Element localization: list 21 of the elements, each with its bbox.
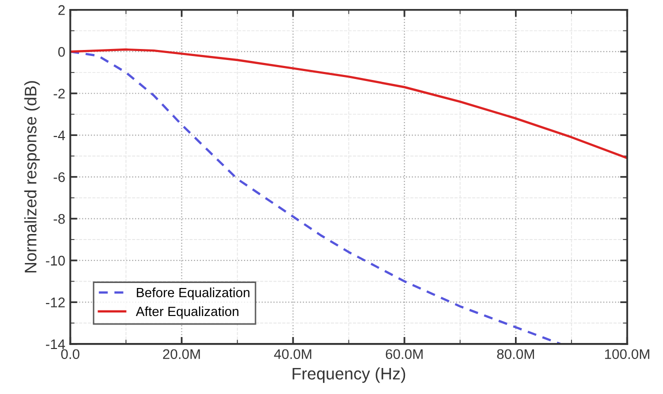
y-tick-label: -8 (54, 214, 65, 224)
x-tick-label: 0.0 (61, 349, 80, 360)
y-tick-label: -10 (46, 256, 65, 266)
y-tick-label: -2 (54, 88, 65, 98)
x-tick-label: 40.0M (274, 349, 312, 360)
legend-label: Before Equalization (136, 288, 250, 300)
y-axis-title: Normalized response (dB) (24, 81, 40, 272)
x-tick-label: 60.0M (386, 349, 423, 360)
y-tick-label: -6 (54, 172, 65, 182)
y-tick-label: -14 (46, 339, 66, 349)
x-tick-label: 20.0M (163, 349, 200, 360)
y-tick-label: -12 (46, 298, 65, 308)
x-tick-label: 80.0M (497, 349, 534, 360)
legend-label: After Equalization (136, 306, 238, 319)
y-tick-label: 2 (58, 5, 65, 15)
x-tick-label: 100.0M (605, 349, 650, 360)
y-tick-label: 0 (58, 46, 65, 57)
line-series (70, 50, 562, 344)
y-tick-label: -4 (54, 130, 66, 140)
x-axis-title: Frequency (Hz) (292, 367, 406, 383)
line-series (70, 48, 628, 160)
